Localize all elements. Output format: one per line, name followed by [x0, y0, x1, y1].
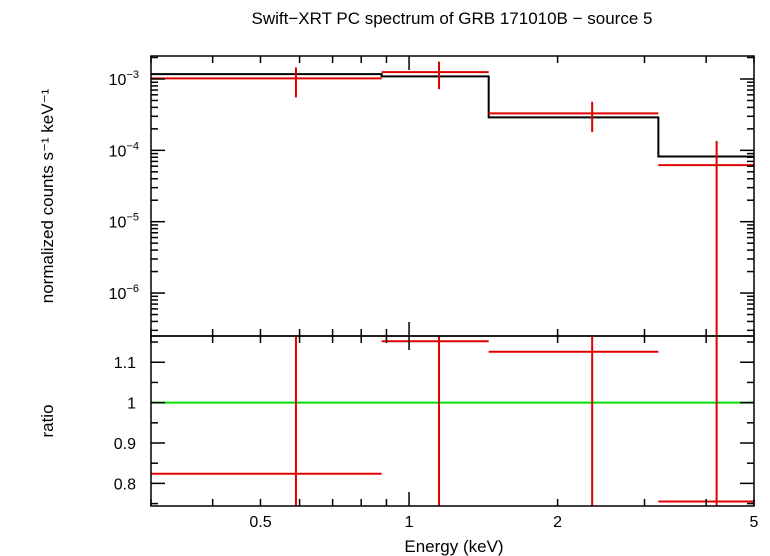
spectrum-y-tick-label: 10−5	[109, 212, 139, 232]
spectrum-panel-frame	[150, 55, 755, 337]
ratio-data-point-4	[658, 336, 754, 506]
ratio-ticks: 0.5 1 2 5 0.8 0.9 1 1.1	[114, 336, 759, 531]
x-tick-label: 0.5	[249, 514, 271, 531]
ratio-panel-frame	[150, 335, 755, 507]
ratio-y-axis-label: ratio	[38, 404, 57, 437]
spectrum-ticks: 10−3 10−4 10−5 10−6	[109, 56, 755, 336]
spectrum-panel: 10−3 10−4 10−5 10−6	[109, 55, 755, 337]
ratio-data-point-1	[151, 336, 382, 506]
spectrum-data-point-1	[151, 67, 382, 98]
ratio-data-point-3	[488, 336, 659, 506]
spectrum-y-tick-label: 10−4	[109, 140, 139, 160]
model-step-line	[151, 73, 754, 158]
ratio-panel: 0.5 1 2 5 0.8 0.9 1 1.1	[114, 335, 759, 531]
spectrum-data-point-3	[488, 101, 659, 133]
ratio-y-tick-label: 1	[127, 396, 136, 413]
ratio-data-layer	[151, 336, 754, 506]
spectrum-y-axis-label: normalized counts s⁻¹ keV⁻¹	[38, 88, 57, 303]
x-tick-label: 5	[750, 514, 759, 531]
ratio-y-tick-label: 0.8	[114, 476, 136, 493]
spectrum-y-tick-label: 10−3	[109, 69, 139, 89]
spectrum-data-point-2	[381, 61, 489, 90]
x-axis-label: Energy (keV)	[404, 537, 503, 556]
x-tick-label: 1	[405, 514, 414, 531]
spectrum-data-point-4	[658, 141, 754, 336]
chart-title: Swift−XRT PC spectrum of GRB 171010B − s…	[252, 9, 653, 28]
spectrum-data-layer	[151, 61, 754, 336]
x-tick-label: 2	[553, 514, 562, 531]
ratio-data-point-2	[381, 336, 489, 506]
spectrum-y-tick-label: 10−6	[109, 283, 139, 303]
ratio-y-tick-label: 0.9	[114, 436, 136, 453]
ratio-y-tick-label: 1.1	[114, 355, 136, 372]
